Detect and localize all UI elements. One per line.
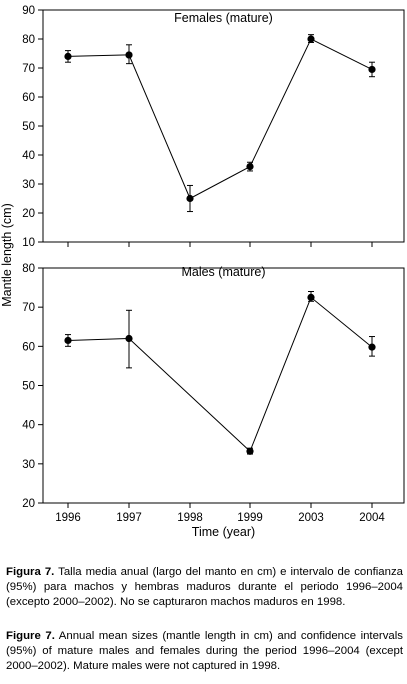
females-data-point <box>64 52 72 61</box>
females-ytick-label: 60 <box>22 92 35 104</box>
males-ytick-label: 50 <box>22 381 35 393</box>
males-ytick-label: 80 <box>22 263 35 275</box>
females-series-line <box>67 38 373 200</box>
caption-english-text: Annual mean sizes (mantle length in cm) … <box>6 630 403 672</box>
females-data-point <box>246 163 254 171</box>
males-xtick-label: 1997 <box>116 512 142 524</box>
females-ytick-label: 10 <box>22 237 35 249</box>
females-ytick-label: 20 <box>22 208 35 220</box>
caption-spanish-text: Talla media anual (largo del manto en cm… <box>6 566 403 608</box>
caption-spanish: Figura 7. Talla media anual (largo del m… <box>6 565 403 609</box>
females-data-point <box>186 194 194 203</box>
males-xtick-label: 1996 <box>55 512 81 524</box>
y-axis-label: Mantle length (cm) <box>0 203 14 307</box>
caption-english-label: Figure 7. <box>6 630 55 642</box>
males-ytick-label: 30 <box>22 459 35 471</box>
caption-english: Figure 7. Annual mean sizes (mantle leng… <box>6 629 403 673</box>
mantle-length-figure: 10 20 30 40 50 60 70 80 90 Females (mature) 20 30 40… <box>0 5 405 539</box>
males-plot-frame <box>42 267 405 504</box>
males-ytick-label: 70 <box>22 302 35 314</box>
males-ytick-label: 20 <box>22 498 35 510</box>
females-ytick-label: 90 <box>22 5 35 17</box>
males-xtick-label: 1998 <box>177 512 203 524</box>
males-series-line <box>67 296 373 453</box>
females-ytick-label: 50 <box>22 121 35 133</box>
males-panel-title: Males (mature) <box>181 265 265 279</box>
females-data-point <box>125 51 133 59</box>
females-panel-title: Females (mature) <box>174 11 273 25</box>
males-data-point <box>246 447 254 455</box>
x-axis-label: Time (year) <box>192 525 255 539</box>
males-data-point <box>125 334 133 343</box>
females-plot-frame <box>42 9 405 243</box>
females-data-point <box>368 65 376 74</box>
females-data-point <box>307 35 315 43</box>
females-ytick-label: 30 <box>22 179 35 191</box>
males-data-point <box>368 343 376 351</box>
females-ytick-label: 80 <box>22 34 35 46</box>
females-ytick-label: 70 <box>22 63 35 75</box>
males-xtick-label: 2004 <box>359 512 385 524</box>
males-xtick-label: 2003 <box>298 512 324 524</box>
males-xtick-label: 1999 <box>237 512 263 524</box>
males-ytick-label: 40 <box>22 420 35 432</box>
caption-spanish-label: Figura 7. <box>6 566 55 578</box>
males-data-point <box>307 293 315 301</box>
males-data-point <box>64 336 72 345</box>
females-ytick-label: 40 <box>22 150 35 162</box>
males-ytick-label: 60 <box>22 341 35 353</box>
